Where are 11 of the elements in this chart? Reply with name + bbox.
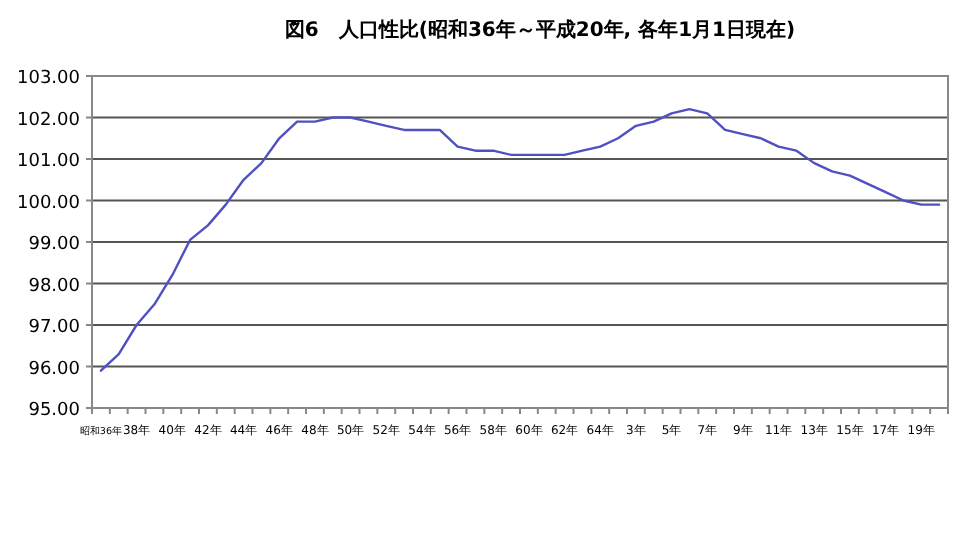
y-tick-label: 100.00 — [17, 193, 81, 214]
y-tick-label: 99.00 — [28, 235, 81, 255]
chart-title: 図6 人口性比(昭和36年～平成20年, 各年1月1日現在) — [284, 18, 796, 42]
line-series — [99, 108, 941, 372]
y-tick-label: 96.00 — [28, 359, 81, 380]
y-tick-label: 95.00 — [28, 401, 81, 421]
y-tick-label: 98.00 — [28, 276, 81, 297]
y-tick-label: 101.00 — [17, 152, 81, 172]
y-tick-label: 102.00 — [17, 110, 81, 131]
y-tick-label: 97.00 — [28, 318, 81, 338]
y-tick-label: 103.00 — [17, 69, 81, 89]
